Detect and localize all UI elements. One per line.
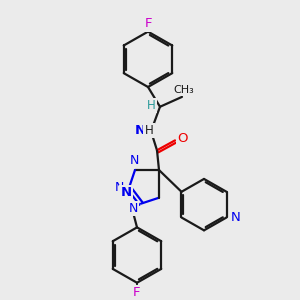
- Text: H: H: [147, 99, 155, 112]
- Text: H: H: [145, 124, 153, 137]
- Text: CH₃: CH₃: [174, 85, 194, 95]
- Text: N: N: [114, 181, 124, 194]
- Text: N: N: [134, 124, 146, 137]
- Text: N: N: [231, 211, 240, 224]
- Text: F: F: [144, 17, 152, 30]
- Text: N: N: [120, 186, 132, 199]
- Text: N: N: [129, 154, 139, 167]
- Text: N: N: [128, 202, 138, 215]
- Text: O: O: [178, 132, 188, 145]
- Text: F: F: [133, 286, 141, 299]
